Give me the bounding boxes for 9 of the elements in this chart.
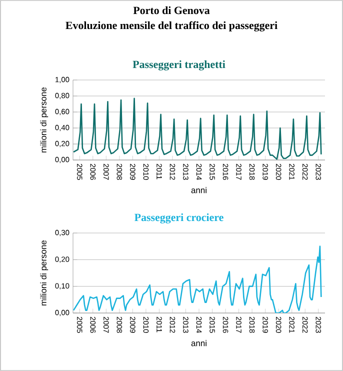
x-axis-title: anni <box>191 186 206 194</box>
chart-subtitle: Evoluzione mensile del traffico dei passeggeri <box>66 21 278 32</box>
y-axis-title: milioni di persone <box>40 240 48 306</box>
chart-title: Porto di Genova <box>133 6 210 14</box>
text: Passeggeri traghetti <box>132 60 226 70</box>
y-axis-title: milioni di persone <box>40 87 48 152</box>
line-series <box>73 98 322 160</box>
x-axis-title: anni <box>191 340 206 346</box>
text: Passeggeri crociere <box>134 213 224 224</box>
